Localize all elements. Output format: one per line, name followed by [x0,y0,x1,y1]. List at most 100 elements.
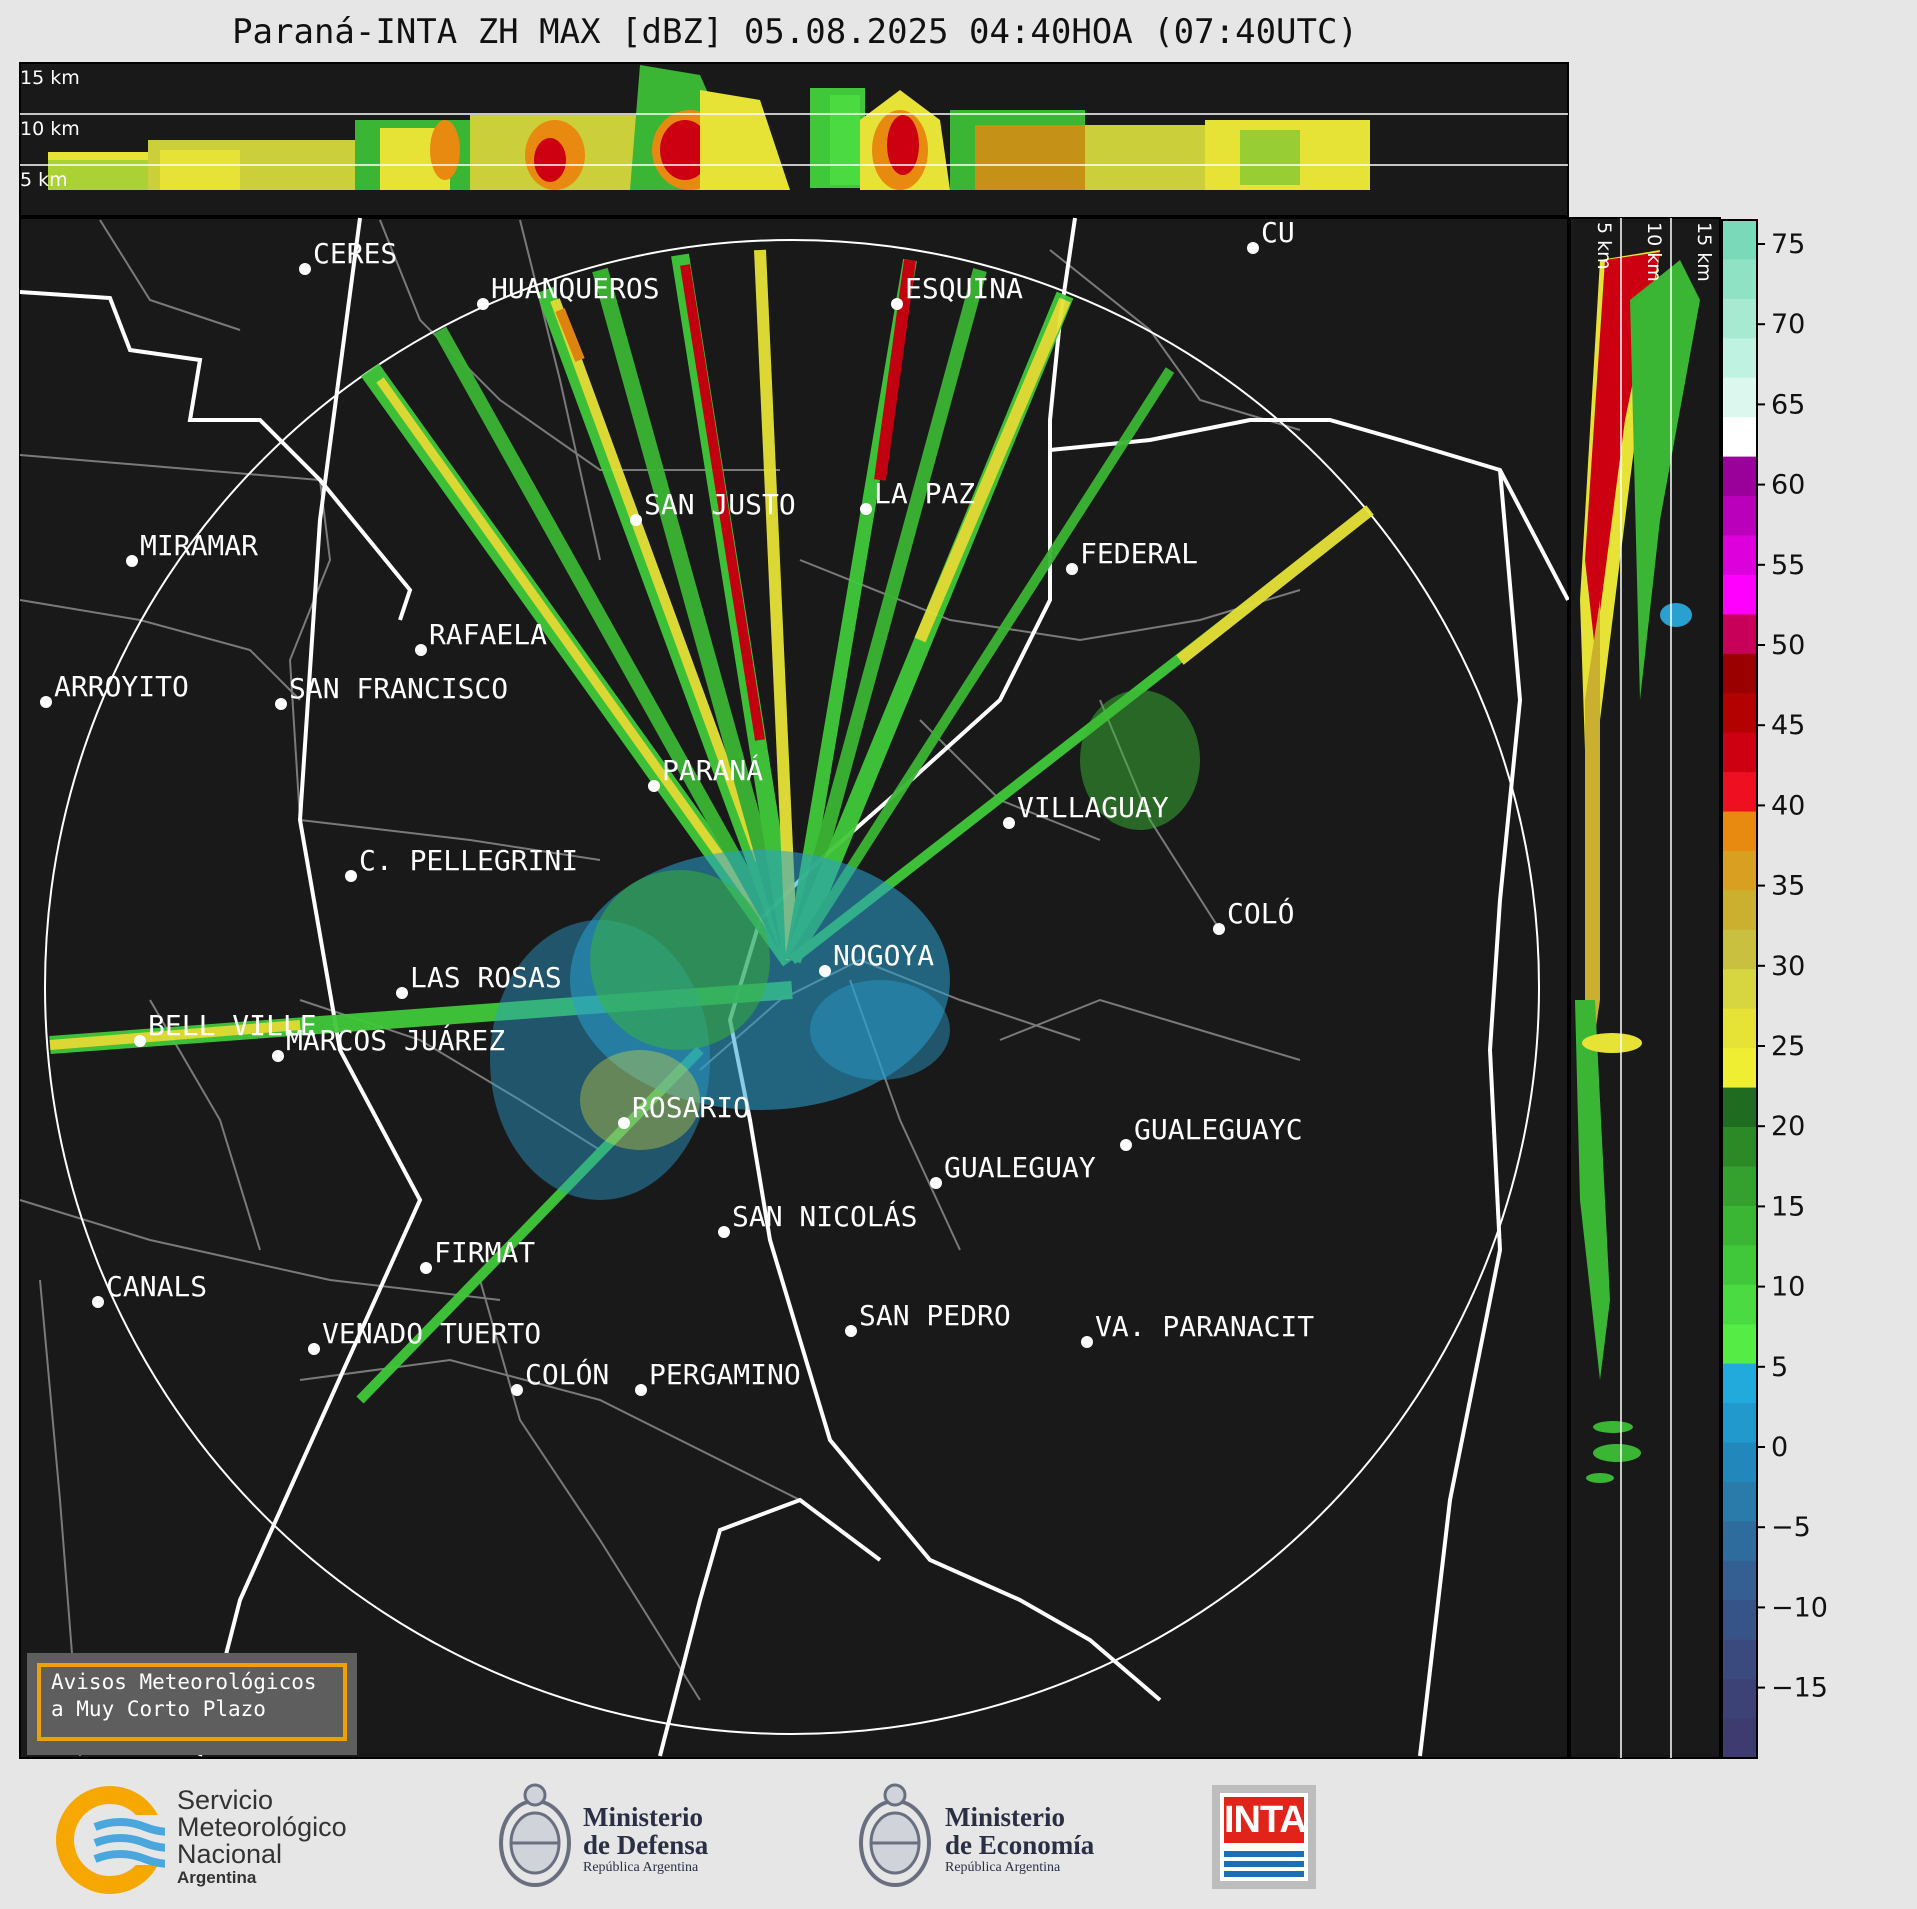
city-marker [126,555,138,567]
colorbar-band [1722,1718,1757,1759]
smn-line-4: Argentina [177,1868,257,1887]
city-label: ROSARIO [632,1091,750,1124]
city-marker [92,1296,104,1308]
city-label: RAFAELA [429,618,547,651]
economia-line-1: Ministerio [945,1802,1065,1832]
city-marker [718,1226,730,1238]
colorbar-band [1722,1284,1757,1325]
inta-logo: INTA [1212,1785,1316,1889]
colorbar-band [1722,693,1757,734]
colorbar-tick-label: −5 [1771,1512,1811,1543]
city-marker [308,1343,320,1355]
top-profile-panel: 15 km 10 km 5 km [19,62,1569,217]
colorbar-band [1722,1205,1757,1246]
colorbar-band [1722,417,1757,458]
colorbar-band [1722,929,1757,970]
city-label: VA. PARANACIT [1095,1310,1314,1343]
colorbar-tick-label: 20 [1771,1111,1805,1142]
colorbar-tick-label: 70 [1771,309,1805,340]
city-label: SAN NICOLÁS [732,1199,917,1233]
city-marker [272,1050,284,1062]
colorbar-tick-label: 10 [1771,1272,1805,1303]
city-marker [345,870,357,882]
smn-line-2: Meteorológico [177,1812,347,1842]
economia-line-2: de Economía [945,1830,1095,1860]
colorbar-tick-label: 75 [1771,229,1805,260]
city-21: GUALEGUAY [930,1151,1096,1189]
city-label: FIRMAT [434,1236,535,1269]
city-label: COLÓN [525,1357,609,1391]
colorbar-band [1722,653,1757,694]
colorbar-bands [1722,220,1757,1759]
city-marker [648,780,660,792]
colorbar-band [1722,850,1757,892]
city-label: GUALEGUAY [944,1151,1096,1184]
colorbar-band [1722,377,1757,418]
city-8: RAFAELA [415,618,547,656]
top-15km-label: 15 km [20,67,80,89]
city-6: MIRAMAR [126,529,258,567]
city-marker [396,987,408,999]
city-marker [845,1325,857,1337]
city-23: FIRMAT [420,1236,535,1274]
city-26: VENADO TUERTO [308,1317,541,1355]
colorbar-band [1722,890,1757,931]
city-7: FEDERAL [1066,537,1198,575]
defensa-line-3: República Argentina [583,1860,699,1875]
side-10km-label: 10 km [1643,222,1665,282]
radar-echoes [49,249,1374,1404]
city-label: SAN FRANCISCO [289,672,508,705]
city-20: GUALEGUAYC [1120,1113,1303,1151]
city-marker [134,1035,146,1047]
city-10: SAN FRANCISCO [275,672,508,710]
colorbar-band [1722,1166,1757,1207]
city-label: LA PAZ [874,477,975,510]
colorbar-tick-label: 5 [1771,1352,1788,1383]
defensa-line-2: de Defensa [583,1830,709,1860]
city-24: CANALS [92,1270,207,1308]
city-marker [860,503,872,515]
city-marker [891,298,903,310]
colorbar-band [1722,338,1757,379]
smn-emblem-icon [56,1786,165,1894]
colorbar-tick-label: 35 [1771,871,1805,902]
city-25: SAN PEDRO [845,1299,1011,1337]
colorbar-band [1722,1639,1757,1680]
city-label: ARROYITO [54,670,189,703]
colorbar-band [1722,1324,1757,1365]
colorbar-tick-label: 45 [1771,710,1805,741]
top-profile-echoes [48,65,1370,190]
city-marker [415,644,427,656]
colorbar-band [1722,614,1757,655]
defensa-logo: Ministerio de Defensa República Argentin… [495,1775,755,1900]
colorbar-tick-label: 0 [1771,1432,1788,1463]
colorbar-band [1722,811,1757,852]
colorbar-band [1722,259,1757,300]
colorbar-tick-label: 50 [1771,630,1805,661]
top-5km-label: 5 km [20,169,68,191]
city-label: PERGAMINO [649,1358,801,1391]
city-1: HUANQUEROS [477,272,660,310]
city-label: NOGOYA [833,939,934,972]
city-16: LAS ROSAS [396,961,562,999]
city-9: ARROYITO [40,670,189,708]
city-marker [1066,563,1078,575]
colorbar-band [1722,1403,1757,1444]
city-marker [930,1177,942,1189]
side-profile-echoes [1575,250,1700,1483]
city-2: ESQUINA [891,272,1023,310]
city-marker [635,1384,647,1396]
coat-of-arms-icon [499,1783,571,1887]
colorbar-band [1722,1363,1757,1404]
colorbar-band [1722,220,1757,261]
city-label: COLÓ [1227,896,1294,930]
colorbar-band [1722,732,1757,773]
city-label: ESQUINA [905,272,1023,305]
economia-line-3: República Argentina [945,1860,1061,1875]
colorbar-tick-label: −10 [1771,1592,1828,1623]
city-marker [618,1117,630,1129]
city-label: CANALS [106,1270,207,1303]
warning-text-frame: Avisos Meteorológicos a Muy Corto Plazo [37,1663,347,1741]
city-marker [819,965,831,977]
